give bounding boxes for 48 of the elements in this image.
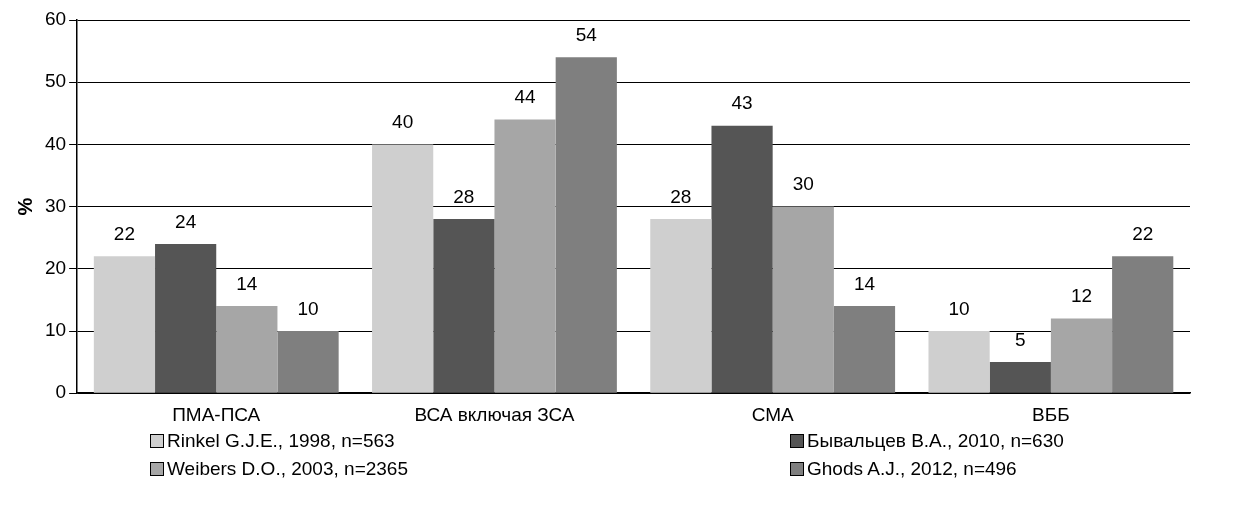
bar: [555, 57, 617, 393]
bar: [93, 256, 156, 393]
data-label: 40: [392, 111, 414, 133]
bar: [494, 119, 556, 393]
legend-label: Бывальцев В.А., 2010, n=630: [807, 430, 1064, 452]
data-label: 24: [175, 210, 197, 232]
bar: [1050, 318, 1113, 393]
bar: [216, 306, 278, 393]
x-tick-label: ВББ: [1032, 403, 1070, 425]
legend-label: Weibers D.O., 2003, n=2365: [167, 458, 408, 480]
bar: [1112, 256, 1174, 393]
data-label: 22: [113, 223, 135, 245]
data-label: 28: [453, 185, 475, 207]
bar: [277, 331, 339, 393]
x-tick-label: СМА: [751, 403, 794, 425]
x-tick-label: ПМА-ПСА: [172, 403, 261, 425]
data-label: 10: [948, 297, 970, 319]
data-label: 44: [514, 86, 537, 108]
bar: [650, 219, 712, 393]
bar: [772, 206, 834, 393]
data-label: 28: [670, 185, 692, 207]
data-label: 10: [297, 297, 319, 319]
data-label: 30: [792, 173, 814, 195]
legend-label: Ghods A.J., 2012, n=496: [807, 458, 1017, 480]
bar: [928, 331, 990, 393]
y-tick-label: 10: [44, 319, 67, 341]
y-tick-label: 20: [44, 257, 67, 279]
y-tick-label: 30: [44, 194, 67, 216]
y-tick-label: 0: [55, 381, 67, 403]
bar: [711, 125, 773, 393]
x-tick-label: ВСА включая ЗСА: [414, 403, 575, 425]
bar: [989, 362, 1051, 393]
y-axis-title: %: [13, 197, 36, 216]
data-label: 22: [1132, 223, 1154, 245]
bar: [833, 306, 896, 393]
y-tick-label: 60: [44, 8, 67, 30]
data-label: 43: [731, 92, 753, 114]
y-tick-label: 40: [44, 132, 67, 154]
bar: [433, 219, 495, 393]
data-label: 14: [236, 272, 258, 294]
bar: [155, 243, 217, 393]
data-label: 14: [853, 272, 876, 294]
y-tick-label: 50: [44, 70, 67, 92]
bar: [372, 144, 434, 393]
data-label: 54: [575, 24, 598, 46]
legend-label: Rinkel G.J.E., 1998, n=563: [167, 430, 395, 452]
data-label: 5: [1015, 328, 1026, 350]
data-label: 12: [1070, 285, 1093, 307]
